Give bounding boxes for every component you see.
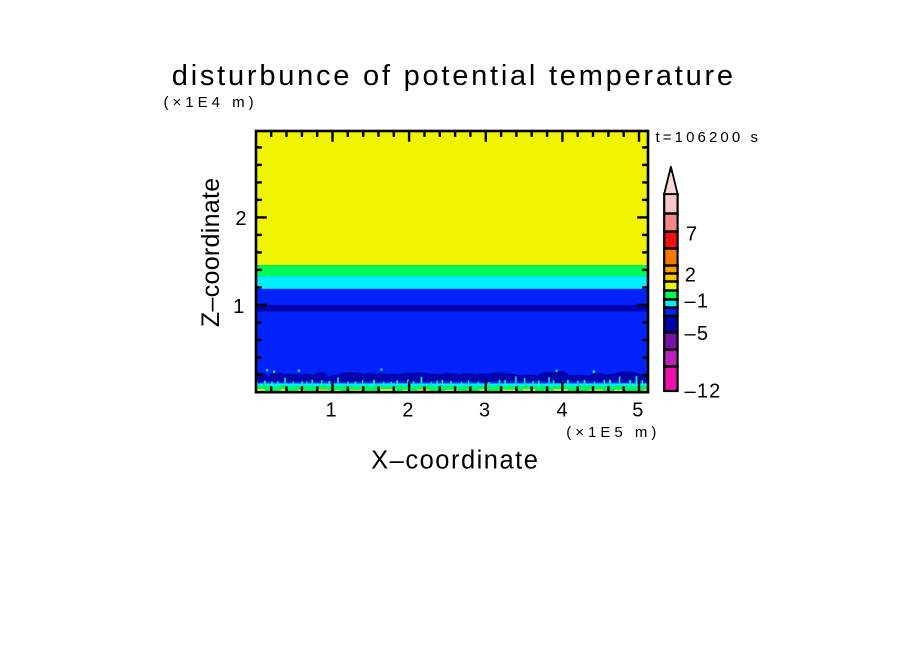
svg-text:–12: –12	[685, 381, 722, 403]
svg-text:5: 5	[632, 400, 643, 422]
svg-text:X–coordinate: X–coordinate	[371, 447, 539, 475]
svg-text:4: 4	[557, 400, 568, 422]
svg-text:7: 7	[686, 224, 698, 246]
svg-text:–1: –1	[685, 291, 710, 313]
svg-text:1: 1	[233, 296, 244, 318]
svg-text:(×1E4 m): (×1E4 m)	[164, 94, 258, 111]
svg-text:2: 2	[402, 400, 413, 422]
svg-text:1: 1	[326, 400, 337, 422]
svg-text:t=106200 s: t=106200 s	[656, 129, 762, 146]
svg-text:2: 2	[235, 208, 246, 230]
svg-text:(×1E5 m): (×1E5 m)	[566, 424, 660, 441]
svg-text:2: 2	[685, 265, 697, 287]
svg-text:disturbunce of potential tempe: disturbunce of potential temperature	[172, 60, 736, 92]
svg-text:–5: –5	[685, 323, 710, 345]
svg-text:Z–coordinate: Z–coordinate	[197, 178, 225, 328]
svg-text:3: 3	[479, 400, 490, 422]
